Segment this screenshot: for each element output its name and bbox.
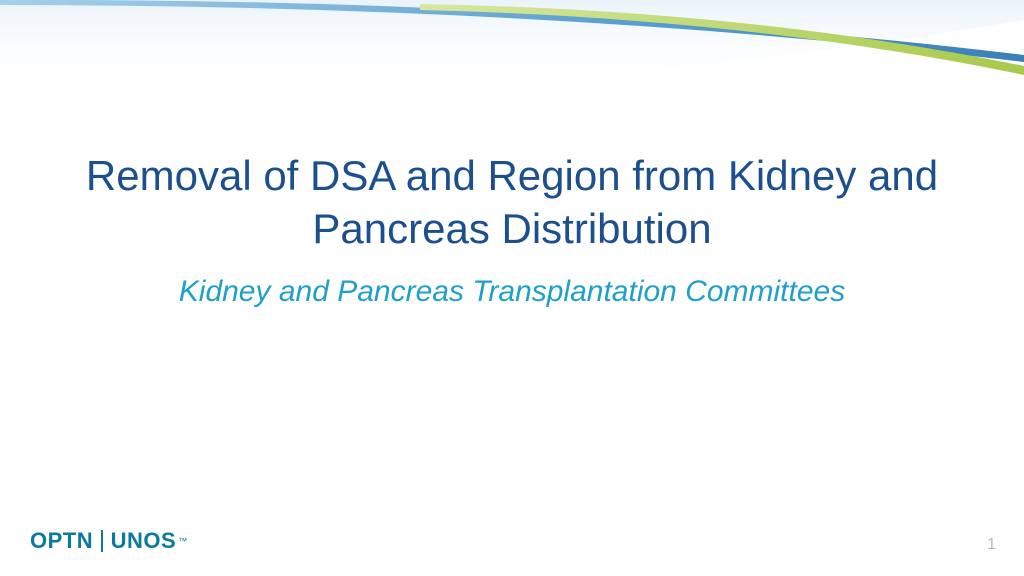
footer-logo: OPTN UNOS ™ [30, 528, 188, 554]
slide-title: Removal of DSA and Region from Kidney an… [60, 150, 964, 255]
page-number: 1 [987, 536, 996, 554]
logo-divider [101, 530, 103, 552]
slide-subtitle: Kidney and Pancreas Transplantation Comm… [60, 275, 964, 309]
logo-unos-text: UNOS [111, 528, 177, 554]
slide-content: Removal of DSA and Region from Kidney an… [0, 150, 1024, 309]
logo-optn-text: OPTN [30, 528, 93, 554]
logo-trademark: ™ [178, 536, 188, 546]
slide: Removal of DSA and Region from Kidney an… [0, 0, 1024, 576]
